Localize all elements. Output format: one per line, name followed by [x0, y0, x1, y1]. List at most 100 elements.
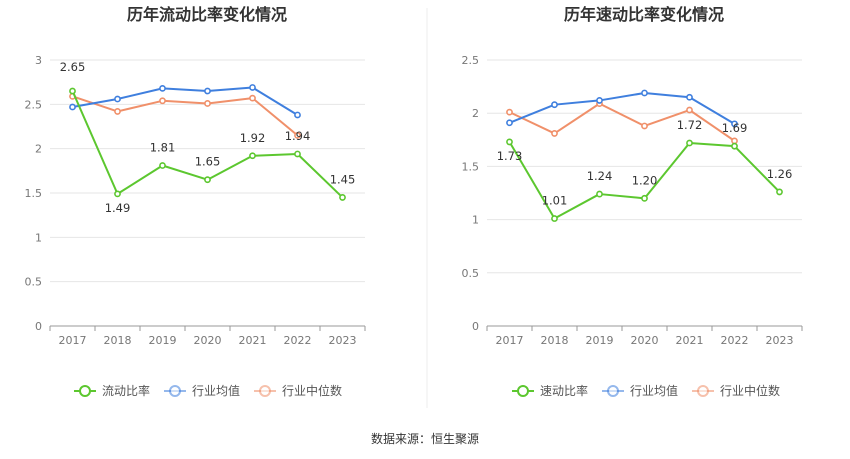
y-tick-label: 1.5	[25, 187, 43, 200]
data-point-median	[294, 131, 301, 139]
y-tick-label: 2.5	[462, 54, 480, 67]
legend-label: 行业中位数	[720, 383, 780, 398]
data-label: 1.45	[330, 172, 356, 186]
data-point-main	[249, 152, 256, 160]
y-tick-label: 0.5	[462, 267, 480, 280]
data-point-main	[159, 162, 166, 169]
data-point-main	[551, 215, 558, 222]
data-point-main	[506, 138, 513, 146]
x-tick-label: 2023	[329, 334, 357, 347]
legend-swatch-marker	[697, 385, 709, 397]
data-point-median	[159, 97, 166, 105]
data-point-main	[339, 194, 346, 201]
series-line-median	[509, 102, 736, 142]
data-point-main	[204, 176, 211, 184]
data-label: 1.73	[497, 149, 523, 163]
data-point-avg	[294, 111, 301, 119]
data-point-avg	[731, 120, 738, 128]
data-label: 1.92	[240, 131, 266, 145]
data-label: 1.01	[542, 194, 568, 208]
legend-swatch-marker	[517, 385, 529, 397]
legend-item-main[interactable]: 流动比率	[74, 383, 150, 398]
y-tick-label: 2.5	[25, 98, 43, 111]
chart-title: 历年流动比率变化情况	[127, 5, 287, 24]
data-label: 1.26	[767, 167, 793, 181]
data-point-avg	[641, 89, 648, 97]
x-tick-label: 2020	[631, 334, 659, 347]
data-point-main	[731, 142, 738, 150]
series-line-avg	[72, 86, 299, 116]
legend-label: 流动比率	[102, 383, 150, 398]
y-tick-label: 3	[35, 54, 42, 67]
data-point-main	[114, 190, 121, 198]
x-tick-label: 2019	[149, 334, 177, 347]
x-tick-label: 2018	[104, 334, 132, 347]
y-tick-label: 2	[472, 107, 479, 120]
data-point-avg	[69, 103, 76, 111]
data-point-avg	[114, 95, 121, 103]
data-label: 1.69	[722, 121, 748, 135]
data-point-avg	[686, 93, 693, 101]
x-tick-label: 2022	[284, 334, 312, 347]
legend-item-median[interactable]: 行业中位数	[692, 383, 780, 398]
data-label: 1.94	[285, 129, 311, 143]
x-tick-label: 2019	[586, 334, 614, 347]
data-point-median	[506, 108, 513, 116]
y-tick-label: 1	[35, 231, 42, 244]
data-point-median	[204, 100, 211, 107]
data-point-avg	[551, 101, 558, 109]
legend-swatch-marker	[259, 385, 271, 397]
y-tick-label: 0	[35, 320, 42, 333]
data-point-main	[776, 188, 783, 196]
legend-label: 行业均值	[192, 383, 240, 398]
x-tick-label: 2017	[59, 334, 87, 347]
data-label: 1.65	[195, 155, 221, 169]
x-tick-label: 2017	[496, 334, 524, 347]
legend-label: 行业均值	[630, 383, 678, 398]
x-tick-label: 2018	[541, 334, 569, 347]
data-point-main	[294, 150, 301, 158]
data-point-avg	[506, 119, 513, 127]
chart-current-ratio: 历年流动比率变化情况 0 0.5 1 1.5 2 2.5 3 2017 2018 2019 2020 2…	[25, 5, 366, 398]
data-point-median	[249, 94, 256, 102]
data-point-main	[641, 194, 648, 202]
data-point-avg	[249, 84, 256, 91]
data-point-main	[596, 190, 603, 198]
data-label: 1.49	[105, 201, 131, 215]
series-line-median	[72, 95, 299, 137]
x-tick-label: 2021	[676, 334, 704, 347]
legend-label: 速动比率	[540, 383, 588, 398]
chart-title: 历年速动比率变化情况	[564, 5, 724, 24]
x-tick-label: 2021	[239, 334, 267, 347]
legend-label: 行业中位数	[282, 383, 342, 398]
series-line-avg	[509, 91, 736, 125]
data-point-avg	[159, 84, 166, 92]
y-tick-label: 1.5	[462, 160, 480, 173]
data-source-label: 数据来源：恒生聚源	[371, 431, 479, 446]
y-tick-label: 2	[35, 143, 42, 156]
data-point-median	[114, 108, 121, 115]
data-point-median	[641, 122, 648, 130]
legend-item-avg[interactable]: 行业均值	[164, 383, 240, 398]
data-label: 2.65	[60, 60, 86, 74]
data-label: 1.24	[587, 169, 613, 183]
legend-item-main[interactable]: 速动比率	[512, 383, 588, 398]
y-tick-label: 1	[472, 214, 479, 227]
legend-item-median[interactable]: 行业中位数	[254, 383, 342, 398]
data-label: 1.72	[677, 118, 703, 132]
y-tick-label: 0.5	[25, 276, 43, 289]
data-point-median	[731, 137, 738, 145]
data-point-median	[551, 130, 558, 137]
data-point-main	[69, 87, 76, 95]
x-tick-label: 2023	[766, 334, 794, 347]
data-point-median	[686, 106, 693, 114]
legend-item-avg[interactable]: 行业均值	[602, 383, 678, 398]
data-label: 1.81	[150, 141, 176, 155]
data-point-avg	[204, 87, 211, 95]
x-tick-label: 2020	[194, 334, 222, 347]
chart-quick-ratio: 历年速动比率变化情况 0 0.5 1 1.5 2 2.5 2017 2018 2019 2020 20…	[462, 5, 803, 398]
x-tick-label: 2022	[721, 334, 749, 347]
legend-swatch-marker	[79, 385, 91, 397]
data-point-avg	[596, 97, 603, 104]
